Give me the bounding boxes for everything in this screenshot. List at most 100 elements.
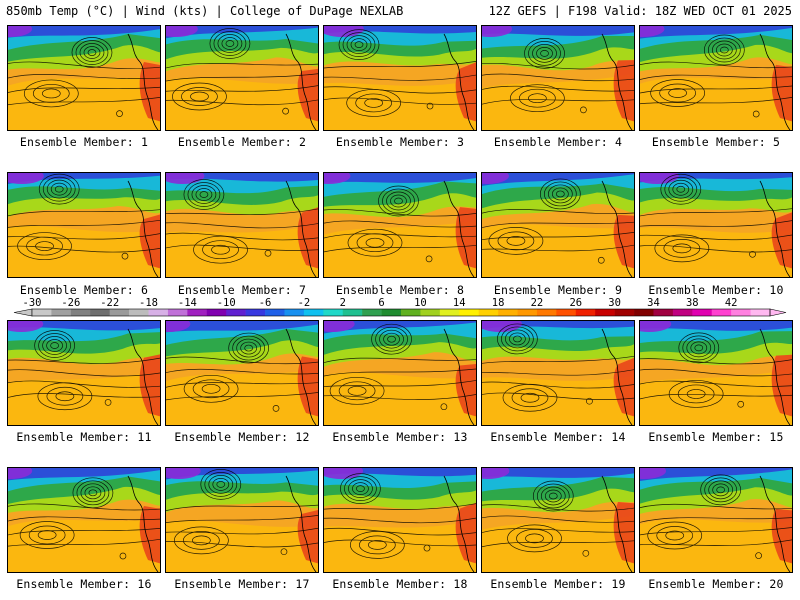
ensemble-member-label: Ensemble Member: 1 (19, 135, 149, 149)
colorbar-min-arrow (13, 308, 33, 317)
ensemble-map-panel (7, 467, 161, 573)
ensemble-member-label: Ensemble Member: 10 (648, 283, 784, 297)
ensemble-map-panel (639, 172, 793, 278)
temperature-field-map (8, 468, 160, 572)
colorbar-segment (90, 309, 110, 316)
temperature-field-map (324, 173, 476, 277)
colorbar-tick-label: -18 (139, 297, 158, 309)
colorbar-tick-label: 14 (452, 297, 466, 309)
temperature-field-map (640, 173, 792, 277)
ensemble-member-label: Ensemble Member: 9 (493, 283, 623, 297)
colorbar-segment (401, 309, 421, 316)
colorbar-segment (556, 309, 577, 316)
colorbar-tick-label: -10 (216, 297, 236, 309)
colorbar-segment (731, 309, 751, 316)
colorbar-segment (245, 309, 266, 316)
ensemble-member-label: Ensemble Member: 6 (19, 283, 149, 297)
colorbar-segment (439, 309, 460, 316)
ensemble-map-panel (481, 467, 635, 573)
ensemble-member-label: Ensemble Member: 15 (648, 430, 784, 444)
colorbar-scale (13, 308, 787, 317)
ensemble-member-label: Ensemble Member: 20 (648, 577, 784, 591)
ensemble-map-panel (165, 172, 319, 278)
colorbar-segment (362, 309, 382, 316)
colorbar-segment (381, 309, 402, 316)
colorbar-segment (265, 309, 285, 316)
colorbar-segment (284, 309, 305, 316)
temperature-field-map (482, 173, 634, 277)
colorbar-segment (226, 309, 246, 316)
colorbar-segment (342, 309, 363, 316)
colorbar-segment (303, 309, 324, 316)
colorbar-segment (206, 309, 227, 316)
colorbar-tick-label: 42 (724, 297, 738, 309)
temperature-colorbar: -30 -26 -22 -18 -14 -10 -6 -2 2 6 10 14 18 22 26 30 34 38… (0, 297, 800, 317)
colorbar-tick-label: 30 (608, 297, 621, 309)
colorbar-segment (32, 309, 52, 316)
colorbar-tick-label: 34 (647, 297, 660, 309)
colorbar-tick-label: 26 (569, 297, 583, 309)
colorbar-segment (323, 309, 344, 316)
map-header: 850mb Temp (°C) | Wind (kts) | College o… (0, 0, 800, 22)
colorbar-segment (109, 309, 130, 316)
colorbar-tick-label: -22 (100, 297, 120, 309)
colorbar-tick-label: -6 (258, 297, 272, 309)
colorbar-tick-label: -2 (297, 297, 311, 309)
colorbar-segment (750, 309, 771, 316)
colorbar-tick-label: 18 (491, 297, 505, 309)
colorbar-segment (595, 309, 615, 316)
colorbar-segment (653, 309, 674, 316)
colorbar-segment (711, 309, 732, 316)
ensemble-map-panel (323, 320, 477, 426)
temperature-field-map (482, 321, 634, 425)
colorbar-segment (167, 309, 188, 316)
ensemble-member-label: Ensemble Member: 3 (335, 135, 465, 149)
colorbar-segment (459, 309, 479, 316)
ensemble-map-panel (165, 467, 319, 573)
colorbar-segment (187, 309, 208, 316)
ensemble-map-panel (7, 172, 161, 278)
temperature-field-map (166, 173, 318, 277)
ensemble-member-label: Ensemble Member: 13 (332, 430, 468, 444)
ensemble-member-label: Ensemble Member: 14 (490, 430, 626, 444)
ensemble-member-label: Ensemble Member: 16 (16, 577, 152, 591)
colorbar-segment (420, 309, 441, 316)
ensemble-map-panel (323, 25, 477, 131)
colorbar-segment (148, 309, 169, 316)
ensemble-map-panel (165, 320, 319, 426)
colorbar-segment (614, 309, 635, 316)
ensemble-map-panel (165, 25, 319, 131)
colorbar-tick-label: 22 (530, 297, 544, 309)
colorbar-max-arrow (769, 308, 787, 317)
ensemble-member-label: Ensemble Member: 19 (490, 577, 626, 591)
product-title: 850mb Temp (°C) | Wind (kts) | College o… (6, 4, 404, 18)
temperature-field-map (8, 173, 160, 277)
colorbar-tick-label: 10 (414, 297, 427, 309)
ensemble-member-label: Ensemble Member: 18 (332, 577, 468, 591)
ensemble-map-panel (481, 320, 635, 426)
colorbar-segment (478, 309, 499, 316)
temperature-field-map (640, 321, 792, 425)
ensemble-map-panel (639, 467, 793, 573)
temperature-field-map (166, 468, 318, 572)
ensemble-map-panel (481, 25, 635, 131)
temperature-field-map (166, 26, 318, 130)
ensemble-member-label: Ensemble Member: 17 (174, 577, 310, 591)
temperature-field-map (640, 468, 792, 572)
ensemble-member-label: Ensemble Member: 12 (174, 430, 310, 444)
ensemble-map-panel (323, 467, 477, 573)
colorbar-tick-label: 2 (339, 297, 346, 309)
temperature-field-map (324, 321, 476, 425)
ensemble-map-panel (481, 172, 635, 278)
ensemble-map-panel (639, 25, 793, 131)
ensemble-member-label: Ensemble Member: 7 (177, 283, 307, 297)
colorbar-segment (575, 309, 596, 316)
ensemble-map-panel (323, 172, 477, 278)
colorbar-segment (498, 309, 518, 316)
ensemble-member-label: Ensemble Member: 4 (493, 135, 623, 149)
valid-time: 12Z GEFS | F198 Valid: 18Z WED OCT 01 20… (488, 4, 792, 18)
colorbar-segment (634, 309, 654, 316)
ensemble-member-label: Ensemble Member: 2 (177, 135, 307, 149)
temperature-field-map (324, 468, 476, 572)
ensemble-member-label: Ensemble Member: 8 (335, 283, 465, 297)
